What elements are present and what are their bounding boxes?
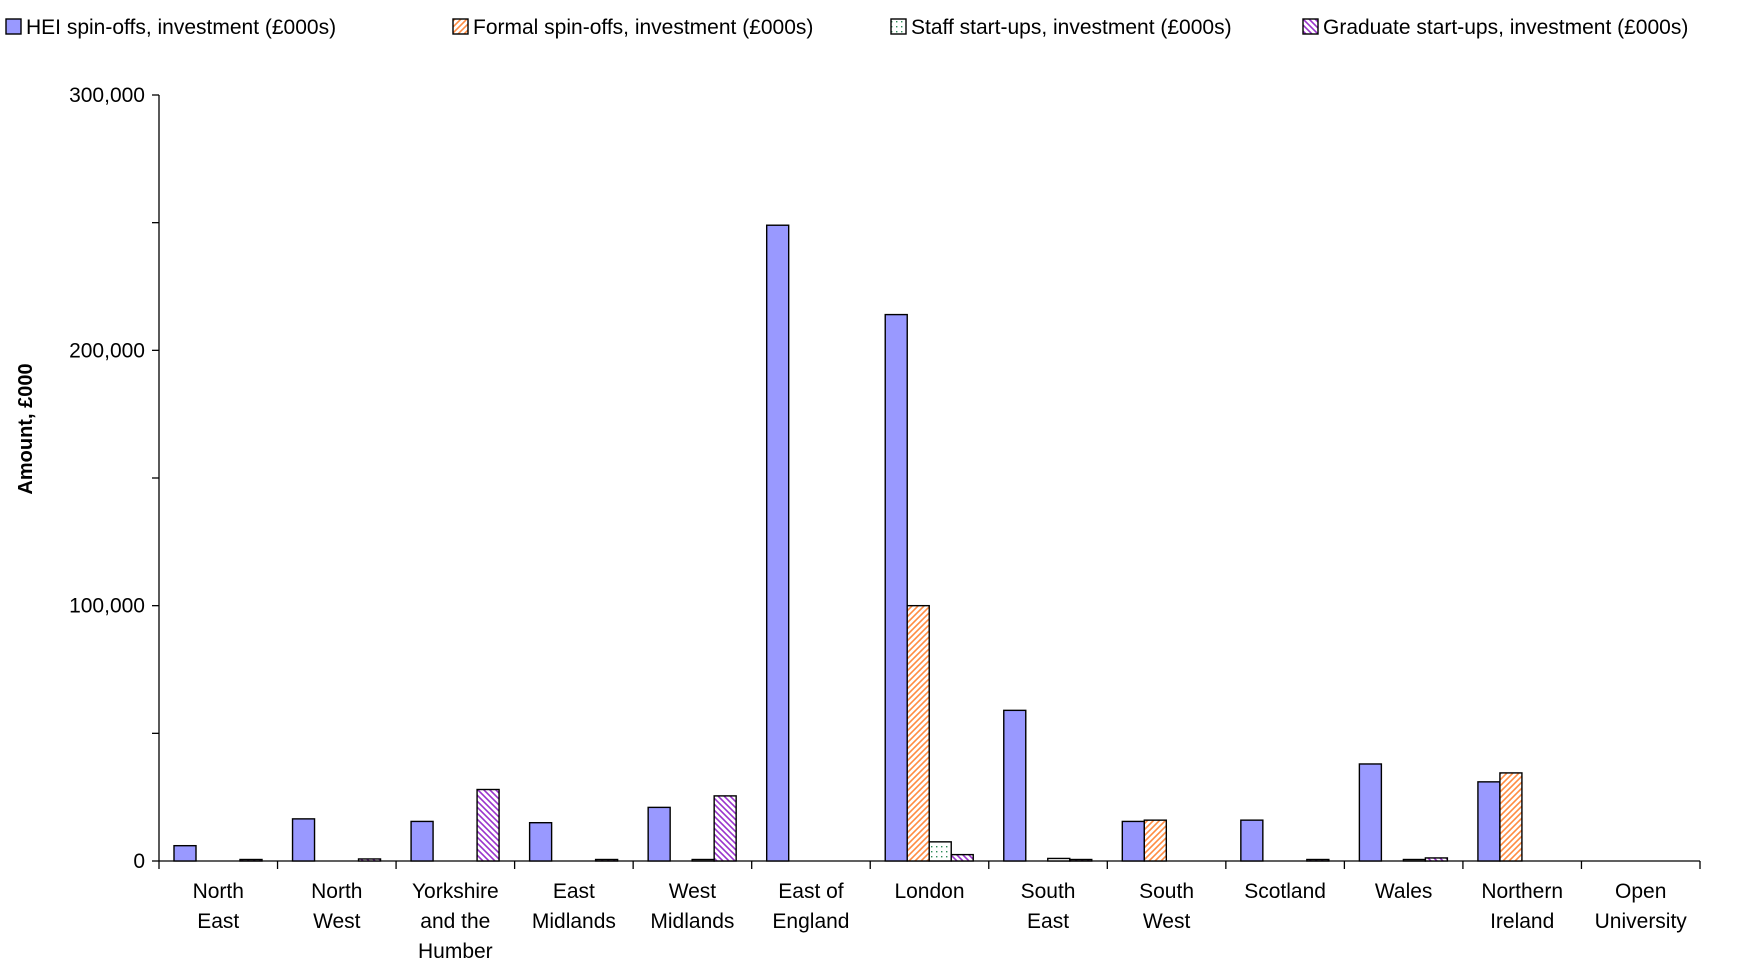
bar	[1069, 858, 1093, 862]
bar	[1424, 857, 1449, 862]
legend-swatch	[452, 18, 469, 35]
x-tick-label: Northern Ireland	[1481, 880, 1563, 933]
legend-label: HEI spin-offs, investment (£000s)	[26, 16, 336, 39]
bar	[950, 853, 974, 862]
y-tick-label: 100,000	[69, 595, 145, 618]
x-tick-label: Wales	[1375, 880, 1433, 903]
legend-swatch	[890, 18, 907, 35]
bar	[291, 818, 316, 862]
bars	[173, 224, 1523, 862]
bar	[1240, 819, 1264, 862]
bar	[1477, 781, 1501, 862]
legend-label: Formal spin-offs, investment (£000s)	[473, 16, 813, 39]
x-tick-label: North East	[193, 880, 244, 933]
bar	[410, 820, 434, 862]
bar	[691, 858, 715, 862]
x-tick-label: London	[894, 880, 964, 903]
x-tick-label: South West	[1139, 880, 1194, 933]
x-tick-label: North West	[311, 880, 362, 933]
x-tick-label: West Midlands	[650, 880, 734, 933]
bar	[476, 788, 500, 862]
x-tick-label: South East	[1021, 880, 1076, 933]
bar	[765, 224, 790, 862]
axes: 0 100,000 200,000 300,000 North East North West…	[69, 84, 1701, 963]
legend-item: Formal spin-offs, investment (£000s)	[452, 16, 813, 39]
x-tick-label: East Midlands	[532, 880, 616, 933]
legend: HEI spin-offs, investment (£000s) Formal …	[5, 16, 1688, 39]
bar	[1003, 709, 1027, 862]
bar	[1047, 857, 1071, 862]
bar	[1306, 858, 1330, 862]
bar	[928, 841, 952, 862]
bar	[1121, 820, 1146, 862]
bar	[173, 844, 197, 862]
y-tick-label: 300,000	[69, 84, 145, 107]
x-tick-label: Yorkshire and the Humber	[412, 880, 499, 963]
x-tick-label: East of England	[772, 880, 849, 933]
x-tick-label: Open University	[1595, 880, 1688, 933]
bar	[647, 806, 671, 862]
legend-item: Graduate start-ups, investment (£000s)	[1302, 16, 1688, 39]
bar	[357, 858, 382, 862]
legend-label: Graduate start-ups, investment (£000s)	[1323, 16, 1688, 39]
bar	[1499, 772, 1523, 862]
bar	[906, 604, 930, 862]
y-axis-label: Amount, £000	[15, 363, 37, 494]
bar	[528, 822, 553, 862]
bar	[713, 795, 737, 862]
legend-item: Staff start-ups, investment (£000s)	[890, 16, 1232, 39]
legend-item: HEI spin-offs, investment (£000s)	[5, 16, 336, 39]
bar	[884, 313, 908, 862]
legend-label: Staff start-ups, investment (£000s)	[911, 16, 1232, 39]
bar	[1143, 819, 1168, 862]
bar	[594, 858, 619, 862]
bar	[239, 858, 263, 862]
bar	[1358, 763, 1383, 862]
x-tick-label: Scotland	[1244, 880, 1326, 903]
y-tick-label: 200,000	[69, 339, 145, 362]
bar	[1402, 858, 1427, 862]
legend-swatch	[5, 18, 22, 35]
y-tick-label: 0	[133, 850, 145, 873]
legend-swatch	[1302, 18, 1319, 35]
